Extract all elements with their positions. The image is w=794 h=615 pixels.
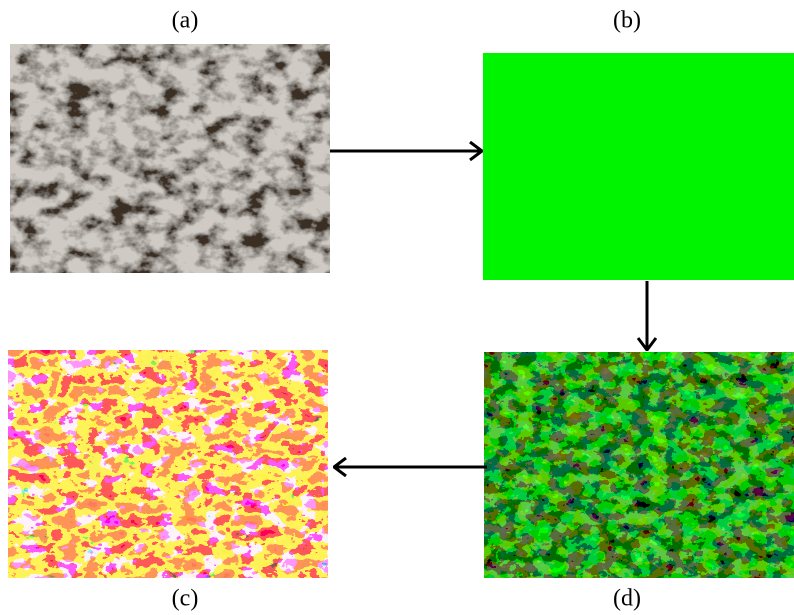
image-b [483, 53, 794, 280]
panel-label: (d) [613, 586, 641, 612]
panel-label: (b) [613, 8, 641, 34]
image-d [484, 352, 794, 578]
panel-label: (a) [172, 8, 199, 34]
image-a [10, 44, 330, 273]
figure: (a) (b) (c) (d) [0, 0, 794, 615]
page: (a) (b) (c) (d) (() => { const data = JS… [0, 0, 794, 615]
panel-label: (c) [172, 586, 199, 612]
image-c [8, 350, 328, 578]
